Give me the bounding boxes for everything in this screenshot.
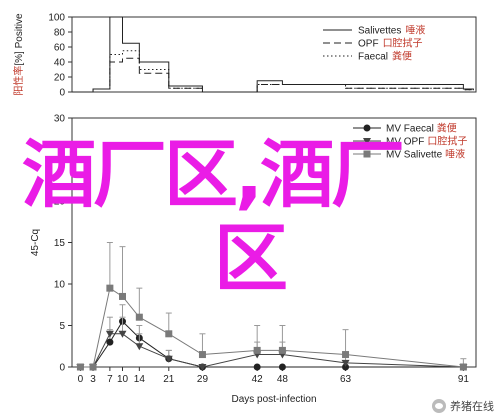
y-tick-label: 10 bbox=[54, 280, 66, 291]
y-tick-label: 15 bbox=[54, 238, 66, 249]
overlay-watermark-text-line1: 酒厂区,酒厂 bbox=[22, 132, 405, 218]
x-tick-label: 91 bbox=[458, 374, 470, 385]
y-tick-label: 40 bbox=[54, 58, 66, 69]
data-point bbox=[106, 338, 114, 346]
watermark-text: 养猪在线 bbox=[450, 400, 494, 413]
data-point bbox=[76, 363, 84, 371]
y-tick-label: 5 bbox=[59, 321, 65, 332]
data-point bbox=[278, 346, 286, 354]
data-point bbox=[342, 363, 350, 371]
x-tick-label: 7 bbox=[107, 374, 113, 385]
y-tick-label: 20 bbox=[54, 73, 66, 84]
data-point bbox=[342, 351, 350, 359]
data-point bbox=[198, 351, 206, 359]
series-line-faecal bbox=[72, 50, 474, 93]
y-axis-label: 阳性率[%] Positive bbox=[12, 13, 25, 96]
data-point bbox=[89, 363, 97, 371]
legend-label: OPF 口腔拭子 bbox=[358, 37, 423, 50]
overlay-watermark-text-line2: 区 bbox=[214, 216, 288, 302]
x-tick-label: 63 bbox=[340, 374, 352, 385]
legend-label: Faecal 粪便 bbox=[358, 50, 412, 63]
x-tick-label: 10 bbox=[117, 374, 129, 385]
plot-frame bbox=[71, 16, 477, 93]
y-tick-label: 60 bbox=[54, 43, 66, 54]
data-point bbox=[253, 363, 261, 371]
x-tick-label: 0 bbox=[78, 374, 84, 385]
data-point bbox=[106, 284, 114, 292]
x-tick-label: 3 bbox=[90, 374, 96, 385]
data-point bbox=[164, 355, 173, 363]
y-tick-label: 100 bbox=[48, 13, 65, 24]
data-point bbox=[278, 363, 286, 371]
data-point bbox=[459, 363, 467, 371]
source-watermark: 养猪在线 bbox=[432, 398, 494, 414]
legend-marker bbox=[363, 150, 371, 158]
x-tick-label: 21 bbox=[163, 374, 175, 385]
data-point bbox=[135, 313, 143, 321]
x-axis-label: Days post-infection bbox=[231, 394, 316, 405]
data-point bbox=[118, 330, 127, 338]
data-point bbox=[198, 364, 207, 371]
data-point bbox=[105, 330, 114, 338]
y-tick-label: 0 bbox=[59, 363, 65, 374]
data-point bbox=[135, 343, 144, 351]
x-tick-label: 14 bbox=[134, 374, 146, 385]
data-point bbox=[253, 346, 261, 354]
x-tick-label: 29 bbox=[197, 374, 209, 385]
y-tick-label: 30 bbox=[54, 114, 66, 125]
legend-label: Salivettes 唾液 bbox=[358, 24, 425, 37]
wechat-icon bbox=[432, 399, 446, 413]
y-tick-label: 25 bbox=[54, 155, 66, 166]
x-tick-label: 42 bbox=[252, 374, 264, 385]
data-point bbox=[165, 330, 173, 338]
legend-label: MV Faecal 粪便 bbox=[386, 122, 457, 135]
legend-label: MV Salivette 唾液 bbox=[386, 148, 465, 161]
legend-marker bbox=[363, 138, 371, 145]
y-axis-label: 45-Cq bbox=[30, 229, 41, 256]
y-tick-label: 20 bbox=[54, 197, 66, 208]
series-line-opf bbox=[72, 57, 474, 93]
y-tick-label: 80 bbox=[54, 28, 66, 39]
legend-label: MV OPF 口腔拭子 bbox=[386, 135, 467, 148]
top-chart: 0 20 40 60 80 100 阳性率[%] Positive Salivettes 唾液O… bbox=[12, 13, 477, 99]
y-tick-label: 0 bbox=[59, 88, 65, 99]
data-point bbox=[341, 359, 350, 367]
data-point bbox=[119, 292, 126, 300]
legend-marker bbox=[363, 124, 371, 132]
x-tick-label: 48 bbox=[277, 374, 289, 385]
